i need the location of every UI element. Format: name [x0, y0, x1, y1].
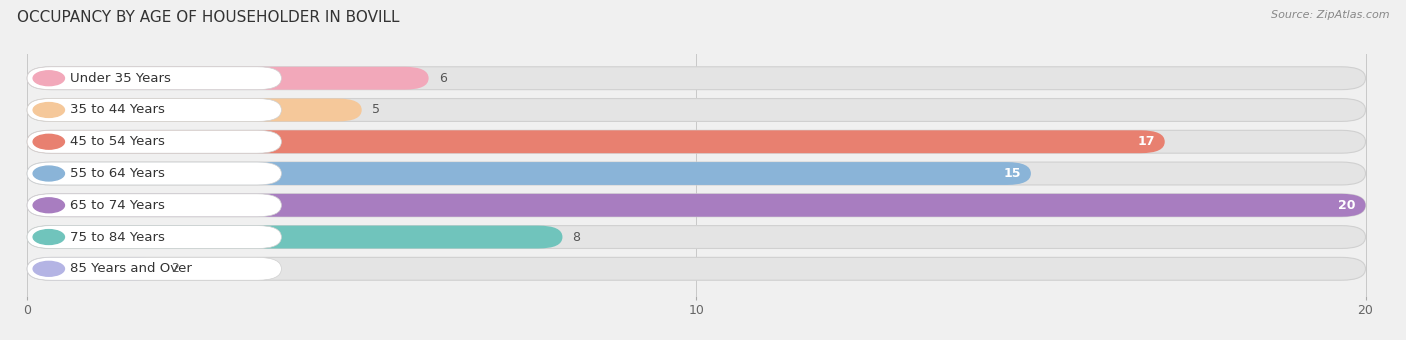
Text: 8: 8 — [572, 231, 581, 243]
FancyBboxPatch shape — [27, 99, 361, 121]
FancyBboxPatch shape — [27, 194, 1365, 217]
FancyBboxPatch shape — [27, 194, 1365, 217]
Text: 85 Years and Over: 85 Years and Over — [70, 262, 193, 275]
Circle shape — [34, 134, 65, 149]
Circle shape — [34, 71, 65, 86]
FancyBboxPatch shape — [27, 257, 1365, 280]
Text: 2: 2 — [172, 262, 179, 275]
Circle shape — [34, 230, 65, 244]
Text: 65 to 74 Years: 65 to 74 Years — [70, 199, 166, 212]
FancyBboxPatch shape — [27, 67, 281, 90]
Text: 6: 6 — [439, 72, 447, 85]
Text: OCCUPANCY BY AGE OF HOUSEHOLDER IN BOVILL: OCCUPANCY BY AGE OF HOUSEHOLDER IN BOVIL… — [17, 10, 399, 25]
FancyBboxPatch shape — [27, 226, 281, 249]
FancyBboxPatch shape — [27, 99, 1365, 121]
Text: 45 to 54 Years: 45 to 54 Years — [70, 135, 166, 148]
FancyBboxPatch shape — [27, 194, 281, 217]
Circle shape — [34, 198, 65, 213]
FancyBboxPatch shape — [27, 130, 281, 153]
Text: 75 to 84 Years: 75 to 84 Years — [70, 231, 166, 243]
FancyBboxPatch shape — [27, 162, 1365, 185]
FancyBboxPatch shape — [27, 226, 562, 249]
Circle shape — [34, 103, 65, 117]
FancyBboxPatch shape — [27, 257, 160, 280]
FancyBboxPatch shape — [27, 257, 281, 280]
FancyBboxPatch shape — [27, 130, 1365, 153]
FancyBboxPatch shape — [27, 130, 1164, 153]
Text: 20: 20 — [1339, 199, 1355, 212]
Text: 5: 5 — [371, 103, 380, 117]
Circle shape — [34, 261, 65, 276]
Text: Under 35 Years: Under 35 Years — [70, 72, 172, 85]
FancyBboxPatch shape — [27, 162, 281, 185]
FancyBboxPatch shape — [27, 67, 1365, 90]
FancyBboxPatch shape — [27, 99, 281, 121]
Circle shape — [34, 166, 65, 181]
Text: 35 to 44 Years: 35 to 44 Years — [70, 103, 166, 117]
FancyBboxPatch shape — [27, 226, 1365, 249]
Text: 55 to 64 Years: 55 to 64 Years — [70, 167, 166, 180]
Text: 15: 15 — [1004, 167, 1021, 180]
Text: Source: ZipAtlas.com: Source: ZipAtlas.com — [1271, 10, 1389, 20]
FancyBboxPatch shape — [27, 162, 1031, 185]
FancyBboxPatch shape — [27, 67, 429, 90]
Text: 17: 17 — [1137, 135, 1156, 148]
